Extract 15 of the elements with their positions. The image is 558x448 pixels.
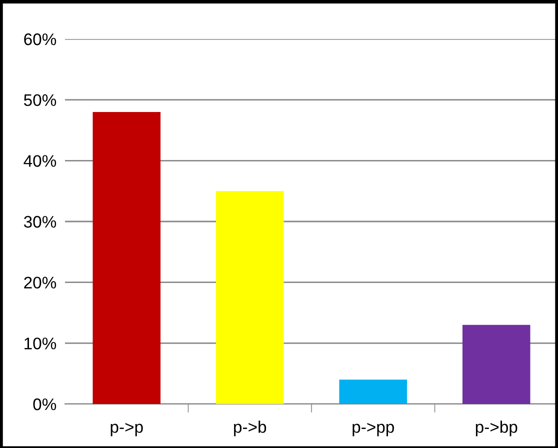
y-tick-label: 50% [24, 94, 56, 106]
y-tick-label: 10% [24, 338, 56, 350]
bar [216, 191, 284, 404]
bar [462, 324, 530, 404]
y-tick-label: 30% [24, 216, 56, 228]
x-tick-label: p->p [110, 423, 143, 436]
y-tick-label: 60% [24, 33, 56, 46]
bar [339, 380, 408, 404]
y-tick-label: 40% [24, 155, 56, 167]
y-tick-label: 20% [24, 276, 56, 289]
x-tick-label: p->pp [352, 423, 394, 436]
x-tick-label: p->bp [476, 420, 518, 436]
y-tick-label: 0% [33, 398, 56, 410]
bar [92, 112, 161, 404]
x-tick-label: p->b [234, 420, 266, 436]
